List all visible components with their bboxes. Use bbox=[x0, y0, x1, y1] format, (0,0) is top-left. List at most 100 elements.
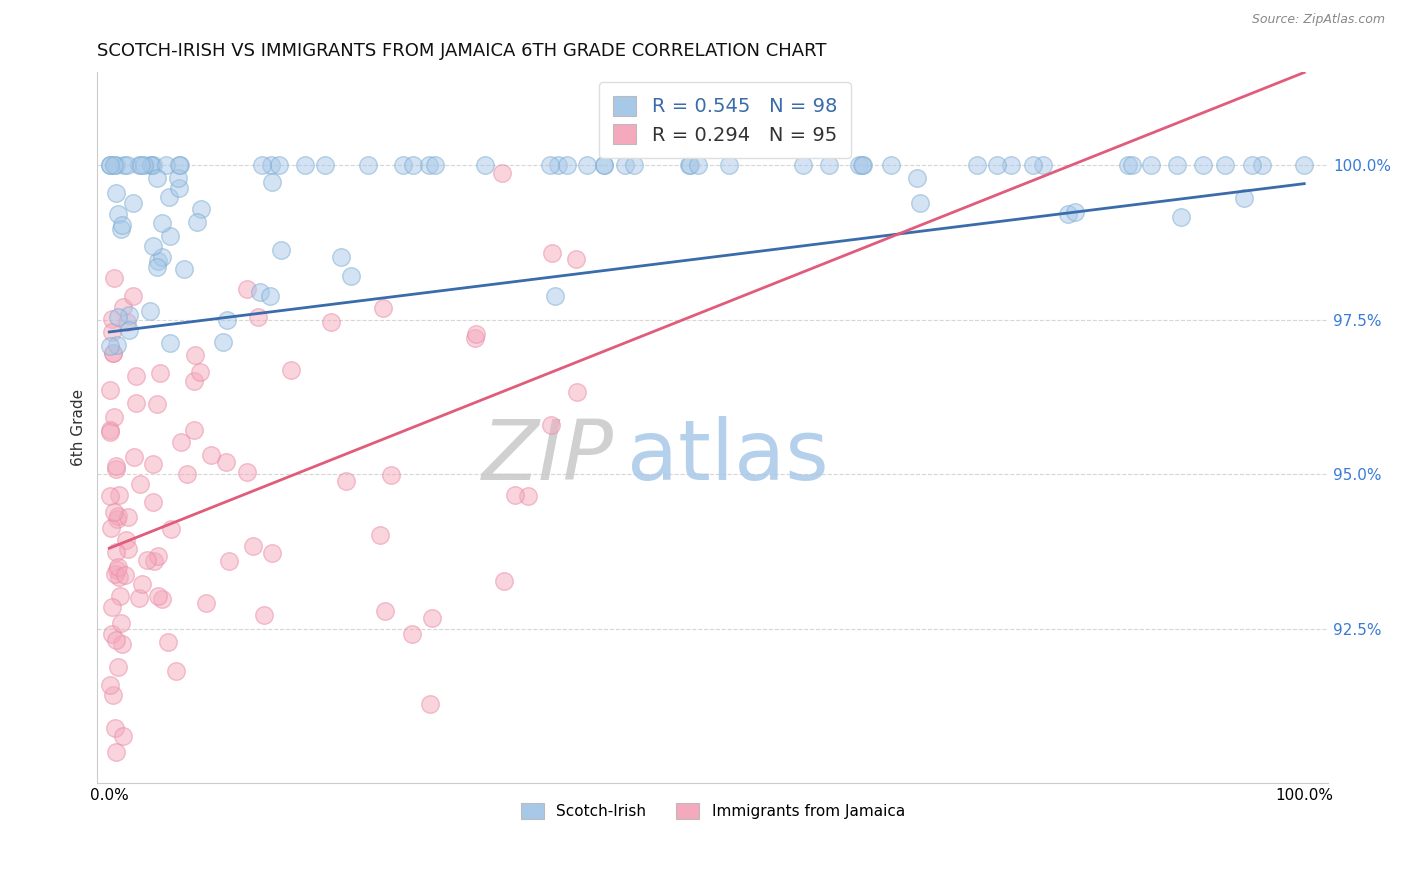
Point bbox=[142, 158, 165, 172]
Point bbox=[148, 589, 170, 603]
Point bbox=[1213, 158, 1236, 172]
Point bbox=[103, 689, 125, 703]
Point bbox=[267, 158, 290, 172]
Point bbox=[848, 158, 870, 172]
Point bbox=[194, 596, 217, 610]
Point bbox=[176, 467, 198, 482]
Point bbox=[321, 315, 343, 329]
Point bbox=[156, 635, 179, 649]
Point bbox=[101, 312, 124, 326]
Point bbox=[538, 158, 561, 172]
Point bbox=[380, 468, 402, 483]
Point bbox=[1118, 158, 1140, 172]
Point bbox=[142, 457, 165, 471]
Point bbox=[104, 567, 127, 582]
Point bbox=[105, 462, 128, 476]
Point bbox=[425, 158, 447, 172]
Point bbox=[139, 158, 162, 172]
Point bbox=[792, 158, 814, 172]
Point bbox=[128, 591, 150, 606]
Point bbox=[339, 269, 361, 284]
Point bbox=[503, 488, 526, 502]
Point bbox=[149, 367, 172, 381]
Point bbox=[150, 250, 173, 264]
Point bbox=[1166, 158, 1188, 172]
Point bbox=[236, 282, 259, 296]
Point bbox=[100, 423, 122, 437]
Point bbox=[108, 570, 131, 584]
Point bbox=[270, 244, 292, 258]
Point bbox=[101, 345, 124, 359]
Point bbox=[211, 334, 233, 349]
Point bbox=[249, 285, 271, 299]
Point bbox=[107, 660, 129, 674]
Point bbox=[474, 158, 496, 172]
Point bbox=[104, 545, 127, 559]
Point bbox=[114, 533, 136, 548]
Point bbox=[105, 512, 128, 526]
Point bbox=[118, 324, 141, 338]
Point bbox=[593, 158, 616, 172]
Point bbox=[124, 395, 146, 409]
Point bbox=[184, 348, 207, 362]
Point bbox=[516, 489, 538, 503]
Point bbox=[101, 599, 124, 614]
Point bbox=[159, 522, 181, 536]
Point bbox=[157, 189, 180, 203]
Point bbox=[464, 331, 486, 345]
Point bbox=[107, 207, 129, 221]
Point bbox=[1292, 158, 1315, 172]
Point bbox=[402, 158, 425, 172]
Point bbox=[159, 335, 181, 350]
Point bbox=[188, 365, 211, 379]
Point bbox=[374, 604, 396, 618]
Point bbox=[108, 488, 131, 502]
Point bbox=[115, 158, 138, 172]
Point bbox=[121, 196, 143, 211]
Point bbox=[314, 158, 336, 172]
Point bbox=[464, 326, 486, 341]
Point bbox=[121, 289, 143, 303]
Point bbox=[494, 574, 516, 588]
Point bbox=[159, 228, 181, 243]
Point bbox=[117, 542, 139, 557]
Point bbox=[183, 375, 205, 389]
Point bbox=[131, 577, 153, 591]
Point bbox=[143, 554, 166, 568]
Point bbox=[186, 214, 208, 228]
Point bbox=[104, 633, 127, 648]
Point bbox=[1139, 158, 1161, 172]
Point bbox=[1241, 158, 1264, 172]
Point bbox=[107, 559, 129, 574]
Point bbox=[167, 158, 190, 172]
Point bbox=[614, 158, 637, 172]
Point bbox=[136, 552, 159, 566]
Y-axis label: 6th Grade: 6th Grade bbox=[72, 389, 86, 467]
Point bbox=[103, 345, 125, 359]
Point bbox=[104, 745, 127, 759]
Point bbox=[1057, 207, 1080, 221]
Point bbox=[541, 245, 564, 260]
Point bbox=[104, 458, 127, 473]
Point bbox=[688, 158, 710, 172]
Point bbox=[98, 158, 121, 172]
Point bbox=[717, 158, 740, 172]
Point bbox=[105, 158, 128, 172]
Text: SCOTCH-IRISH VS IMMIGRANTS FROM JAMAICA 6TH GRADE CORRELATION CHART: SCOTCH-IRISH VS IMMIGRANTS FROM JAMAICA … bbox=[97, 42, 827, 60]
Point bbox=[148, 254, 170, 268]
Point bbox=[105, 337, 128, 351]
Point bbox=[105, 186, 128, 201]
Point bbox=[357, 158, 380, 172]
Point bbox=[112, 158, 135, 172]
Point bbox=[152, 591, 174, 606]
Point bbox=[852, 158, 875, 172]
Point bbox=[1022, 158, 1045, 172]
Point bbox=[148, 549, 170, 564]
Point bbox=[98, 158, 121, 172]
Point bbox=[103, 505, 125, 519]
Text: ZIP: ZIP bbox=[482, 416, 614, 497]
Legend: Scotch-Irish, Immigrants from Jamaica: Scotch-Irish, Immigrants from Jamaica bbox=[515, 797, 911, 825]
Point bbox=[170, 435, 193, 450]
Point bbox=[132, 158, 155, 172]
Point bbox=[146, 260, 169, 274]
